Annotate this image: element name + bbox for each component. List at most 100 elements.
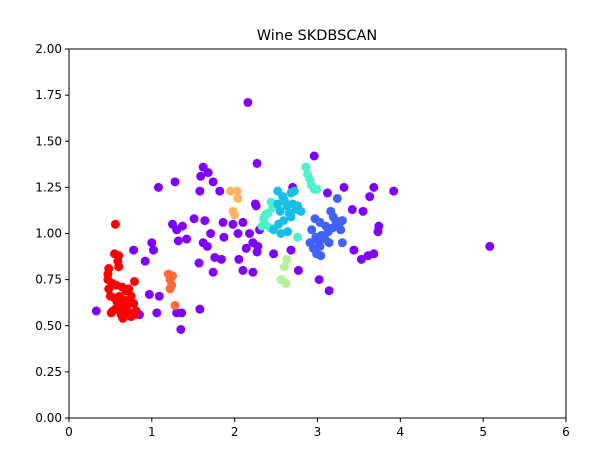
data-point bbox=[339, 182, 349, 192]
data-point bbox=[307, 225, 317, 235]
data-point bbox=[173, 236, 183, 246]
x-tick-label: 6 bbox=[562, 425, 570, 439]
data-points bbox=[91, 98, 495, 334]
data-point bbox=[349, 245, 359, 255]
data-point bbox=[208, 177, 218, 187]
data-point bbox=[118, 313, 128, 323]
data-point bbox=[177, 308, 187, 318]
data-point bbox=[269, 249, 279, 259]
data-point bbox=[309, 151, 319, 161]
data-point bbox=[316, 251, 326, 261]
data-point bbox=[170, 177, 180, 187]
data-point bbox=[389, 186, 399, 196]
data-point bbox=[219, 232, 229, 242]
data-point bbox=[369, 182, 379, 192]
data-point bbox=[226, 186, 236, 196]
data-point bbox=[314, 275, 324, 285]
data-point bbox=[273, 199, 283, 209]
cluster-4-points bbox=[276, 254, 292, 288]
data-point bbox=[148, 245, 158, 255]
data-point bbox=[293, 265, 303, 275]
x-tick-label: 3 bbox=[314, 425, 322, 439]
data-point bbox=[369, 249, 379, 259]
data-point bbox=[251, 201, 261, 211]
data-point bbox=[170, 300, 180, 310]
data-point bbox=[144, 289, 154, 299]
data-point bbox=[293, 232, 303, 242]
y-tick-label: 1.50 bbox=[35, 134, 62, 148]
data-point bbox=[347, 205, 357, 215]
y-axis: 0.00 0.25 0.50 0.75 1.00 1.25 1.50 1.75 2.00 bbox=[35, 42, 69, 425]
cluster-6-points bbox=[269, 186, 306, 238]
data-point bbox=[233, 229, 243, 238]
data-point bbox=[140, 256, 150, 266]
cluster-7-points bbox=[305, 193, 347, 261]
data-point bbox=[248, 267, 258, 277]
chart-title: Wine SKDBSCAN bbox=[257, 28, 377, 44]
y-tick-label: 0.75 bbox=[35, 273, 62, 287]
data-point bbox=[283, 227, 293, 237]
data-point bbox=[301, 162, 311, 172]
data-point bbox=[195, 186, 205, 196]
data-point bbox=[336, 225, 346, 235]
y-tick-label: 1.00 bbox=[35, 227, 62, 241]
y-tick-label: 0.25 bbox=[35, 365, 62, 379]
data-point bbox=[332, 193, 342, 203]
x-tick-label: 0 bbox=[65, 425, 73, 439]
cluster-3-points bbox=[226, 186, 243, 220]
data-point bbox=[129, 245, 139, 255]
data-point bbox=[147, 238, 157, 248]
data-point bbox=[195, 304, 205, 314]
data-point bbox=[206, 229, 216, 238]
data-point bbox=[238, 265, 248, 275]
data-point bbox=[289, 186, 299, 196]
data-point bbox=[104, 284, 114, 294]
data-point bbox=[241, 243, 251, 253]
data-point bbox=[114, 262, 124, 272]
data-point bbox=[252, 158, 262, 168]
x-tick-label: 2 bbox=[231, 425, 239, 439]
y-tick-label: 1.75 bbox=[35, 88, 62, 102]
data-point bbox=[129, 276, 139, 286]
data-point bbox=[243, 98, 253, 108]
data-point bbox=[322, 188, 332, 198]
data-point bbox=[182, 234, 192, 244]
data-point bbox=[215, 186, 225, 196]
data-point bbox=[203, 168, 213, 178]
data-point bbox=[110, 219, 120, 229]
data-point bbox=[245, 229, 255, 238]
x-tick-label: 5 bbox=[479, 425, 487, 439]
data-point bbox=[337, 238, 347, 248]
data-point bbox=[337, 216, 347, 226]
cluster-2-points bbox=[163, 269, 180, 310]
data-point bbox=[106, 308, 116, 318]
y-tick-label: 1.25 bbox=[35, 180, 62, 194]
data-point bbox=[279, 262, 289, 272]
data-point bbox=[238, 217, 248, 227]
cluster-1-points bbox=[103, 219, 141, 323]
data-point bbox=[189, 214, 199, 224]
data-point bbox=[124, 284, 134, 294]
y-tick-label: 2.00 bbox=[35, 42, 62, 56]
data-point bbox=[228, 219, 238, 229]
data-point bbox=[286, 245, 296, 255]
data-point bbox=[281, 278, 291, 288]
y-tick-label: 0.50 bbox=[35, 319, 62, 333]
data-point bbox=[327, 223, 337, 233]
data-point bbox=[129, 310, 139, 320]
data-point bbox=[129, 299, 139, 309]
data-point bbox=[282, 254, 292, 264]
data-point bbox=[153, 182, 163, 192]
cluster-0-points bbox=[91, 98, 495, 334]
data-point bbox=[194, 258, 204, 268]
data-point bbox=[275, 206, 285, 216]
data-point bbox=[324, 286, 334, 296]
data-point bbox=[165, 284, 175, 294]
data-point bbox=[279, 216, 289, 226]
data-point bbox=[91, 306, 101, 316]
data-point bbox=[257, 221, 267, 231]
data-point bbox=[373, 227, 383, 237]
data-point bbox=[154, 291, 164, 301]
x-tick-label: 1 bbox=[148, 425, 156, 439]
data-point bbox=[365, 192, 375, 202]
